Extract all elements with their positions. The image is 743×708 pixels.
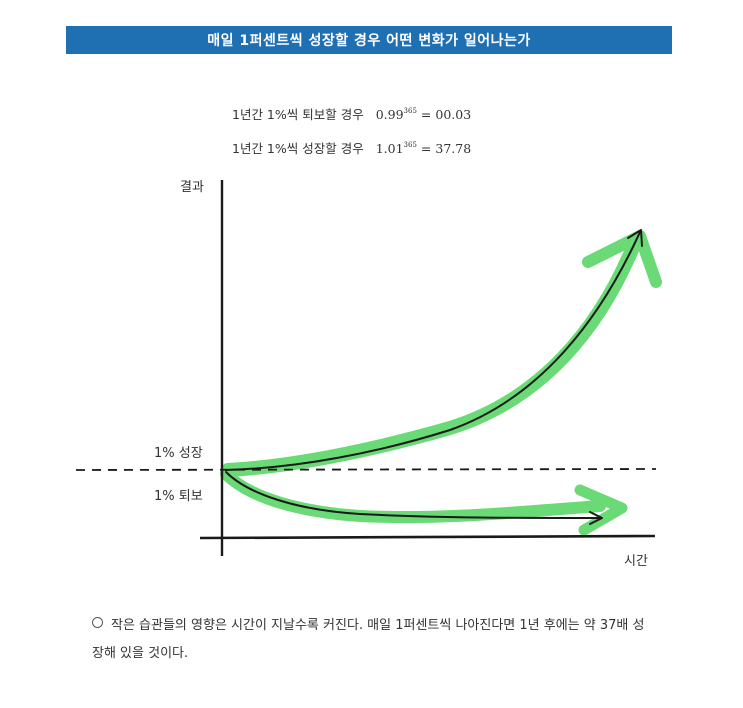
- formula-growth: 1년간 1%씩 성장할 경우 1.01365 = 37.78: [232, 138, 471, 157]
- caption-text: 작은 습관들의 영향은 시간이 지날수록 커진다. 매일 1퍼센트씩 나아진다면…: [92, 618, 645, 661]
- formula-decline-exponent: 365: [403, 107, 417, 115]
- banner-title: 매일 1퍼센트씩 성장할 경우 어떤 변화가 일어나는가: [207, 33, 531, 49]
- formula-growth-base: 1.01: [375, 141, 404, 156]
- growth-highlight: [221, 233, 643, 477]
- formula-growth-value: 1.01365 = 37.78: [376, 141, 471, 156]
- formula-growth-equals: =: [420, 141, 432, 156]
- baseline-dashed: [75, 468, 657, 471]
- title-banner: 매일 1퍼센트씩 성장할 경우 어떤 변화가 일어나는가: [66, 26, 672, 54]
- x-axis-label: 시간: [624, 554, 648, 569]
- formula-decline-value: 0.99365 = 00.03: [376, 107, 471, 122]
- growth-curve: [225, 231, 641, 471]
- formula-growth-label: 1년간 1%씩 성장할 경우: [232, 141, 364, 156]
- formula-decline-base: 0.99: [375, 107, 404, 122]
- formula-decline-equals: =: [420, 107, 432, 122]
- growth-highlight-arrowhead: [582, 230, 662, 288]
- growth-arrowhead: [627, 229, 643, 247]
- decline-label: 1% 퇴보: [154, 489, 203, 504]
- formula-growth-result: 37.78: [435, 141, 472, 156]
- decline-highlight-arrowhead: [574, 484, 628, 536]
- formula-growth-exponent: 365: [403, 141, 417, 149]
- decline-curve: [225, 471, 601, 519]
- growth-label: 1% 성장: [154, 446, 203, 461]
- decline-arrowhead: [589, 511, 603, 525]
- x-axis: [199, 534, 656, 540]
- y-axis-label: 결과: [180, 180, 204, 195]
- circle-bullet-icon: [92, 617, 103, 628]
- decline-highlight: [220, 468, 606, 524]
- caption: 작은 습관들의 영향은 시간이 지날수록 커진다. 매일 1퍼센트씩 나아진다면…: [92, 612, 652, 668]
- formula-decline: 1년간 1%씩 퇴보할 경우 0.99365 = 00.03: [232, 104, 471, 123]
- formula-decline-label: 1년간 1%씩 퇴보할 경우: [232, 107, 364, 122]
- formula-decline-result: 00.03: [435, 107, 472, 122]
